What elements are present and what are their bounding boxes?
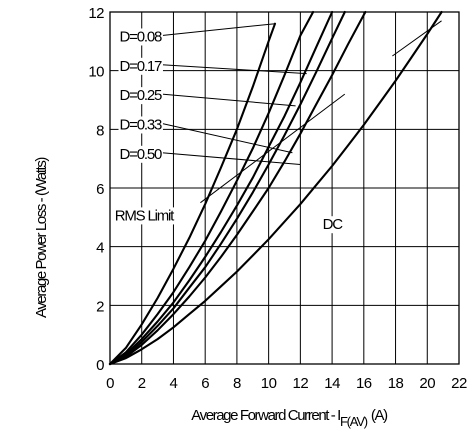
x-axis-label-unit: (A) [371,407,388,424]
x-tick-label: 14 [324,375,340,392]
x-tick-label: 6 [201,375,209,392]
y-tick-label: 6 [96,181,104,198]
label-backdrop [118,57,163,75]
x-axis-label-subscript: F(AV) [340,414,368,429]
label-backdrop [118,116,163,134]
duty-label-d-0-25: D=0.25 [120,87,162,104]
label-backdrop [118,28,163,46]
annotation-labels: D=0.08 D=0.17 D=0.25 D=0.33 D=0.50 RMS Limit D… [113,28,345,234]
leader-line-d-0-33 [161,122,293,154]
leaders [161,20,442,204]
y-tick-labels: 0 2 4 6 8 10 12 [88,5,104,374]
label-backdrop [321,216,345,234]
curves [108,10,443,366]
series-line-d-0-33 [108,10,346,366]
x-tick-label: 4 [170,375,178,392]
duty-label-d-0-33: D=0.33 [120,116,162,133]
y-tick-label: 2 [96,298,104,315]
x-tick-label: 2 [138,375,146,392]
x-tick-label: 20 [419,375,435,392]
y-tick-label: 4 [96,240,104,257]
label-backdrop [118,145,163,163]
series-line-d-0-25 [108,10,334,366]
series-line-d-0-50 [108,10,367,366]
duty-label-d-0-08: D=0.08 [120,28,162,45]
x-tick-label: 12 [293,375,309,392]
duty-label-d-0-50: D=0.50 [120,146,162,163]
annotation-rms-limit: RMS Limit [115,207,175,224]
x-tick-labels: 0 2 4 6 8 10 12 14 16 18 20 22 [106,375,467,392]
x-axis-label: Average Forward Current - IF(AV) (A) [191,407,388,429]
y-tick-label: 12 [88,5,104,22]
x-tick-label: 16 [356,375,372,392]
x-tick-label: 8 [233,375,241,392]
series-line-dc [108,10,443,366]
x-axis-label-main: Average Forward Current - I [191,407,340,424]
y-tick-label: 10 [88,64,104,81]
y-axis-label: Average Power Loss - (Watts) [33,157,50,318]
x-tick-label: 22 [451,375,467,392]
y-tick-label: 0 [96,357,104,374]
leader-line-d-0-08 [161,23,276,36]
leader-line-d-0-25 [161,93,296,107]
x-tick-label: 10 [261,375,277,392]
series-line-d-0-17 [108,10,315,366]
x-tick-label: 0 [106,375,114,392]
dc-leader-line [392,20,442,57]
duty-label-d-0-17: D=0.17 [120,58,162,75]
label-backdrop [118,87,163,105]
leader-line-d-0-17 [161,64,307,75]
annotation-dc: DC [323,216,344,233]
leader-line-d-0-50 [161,152,301,166]
x-tick-label: 18 [388,375,404,392]
label-backdrop [113,207,177,225]
y-tick-label: 8 [96,122,104,139]
plot-frame [109,11,460,365]
series-line-d-0-08 [108,22,277,366]
